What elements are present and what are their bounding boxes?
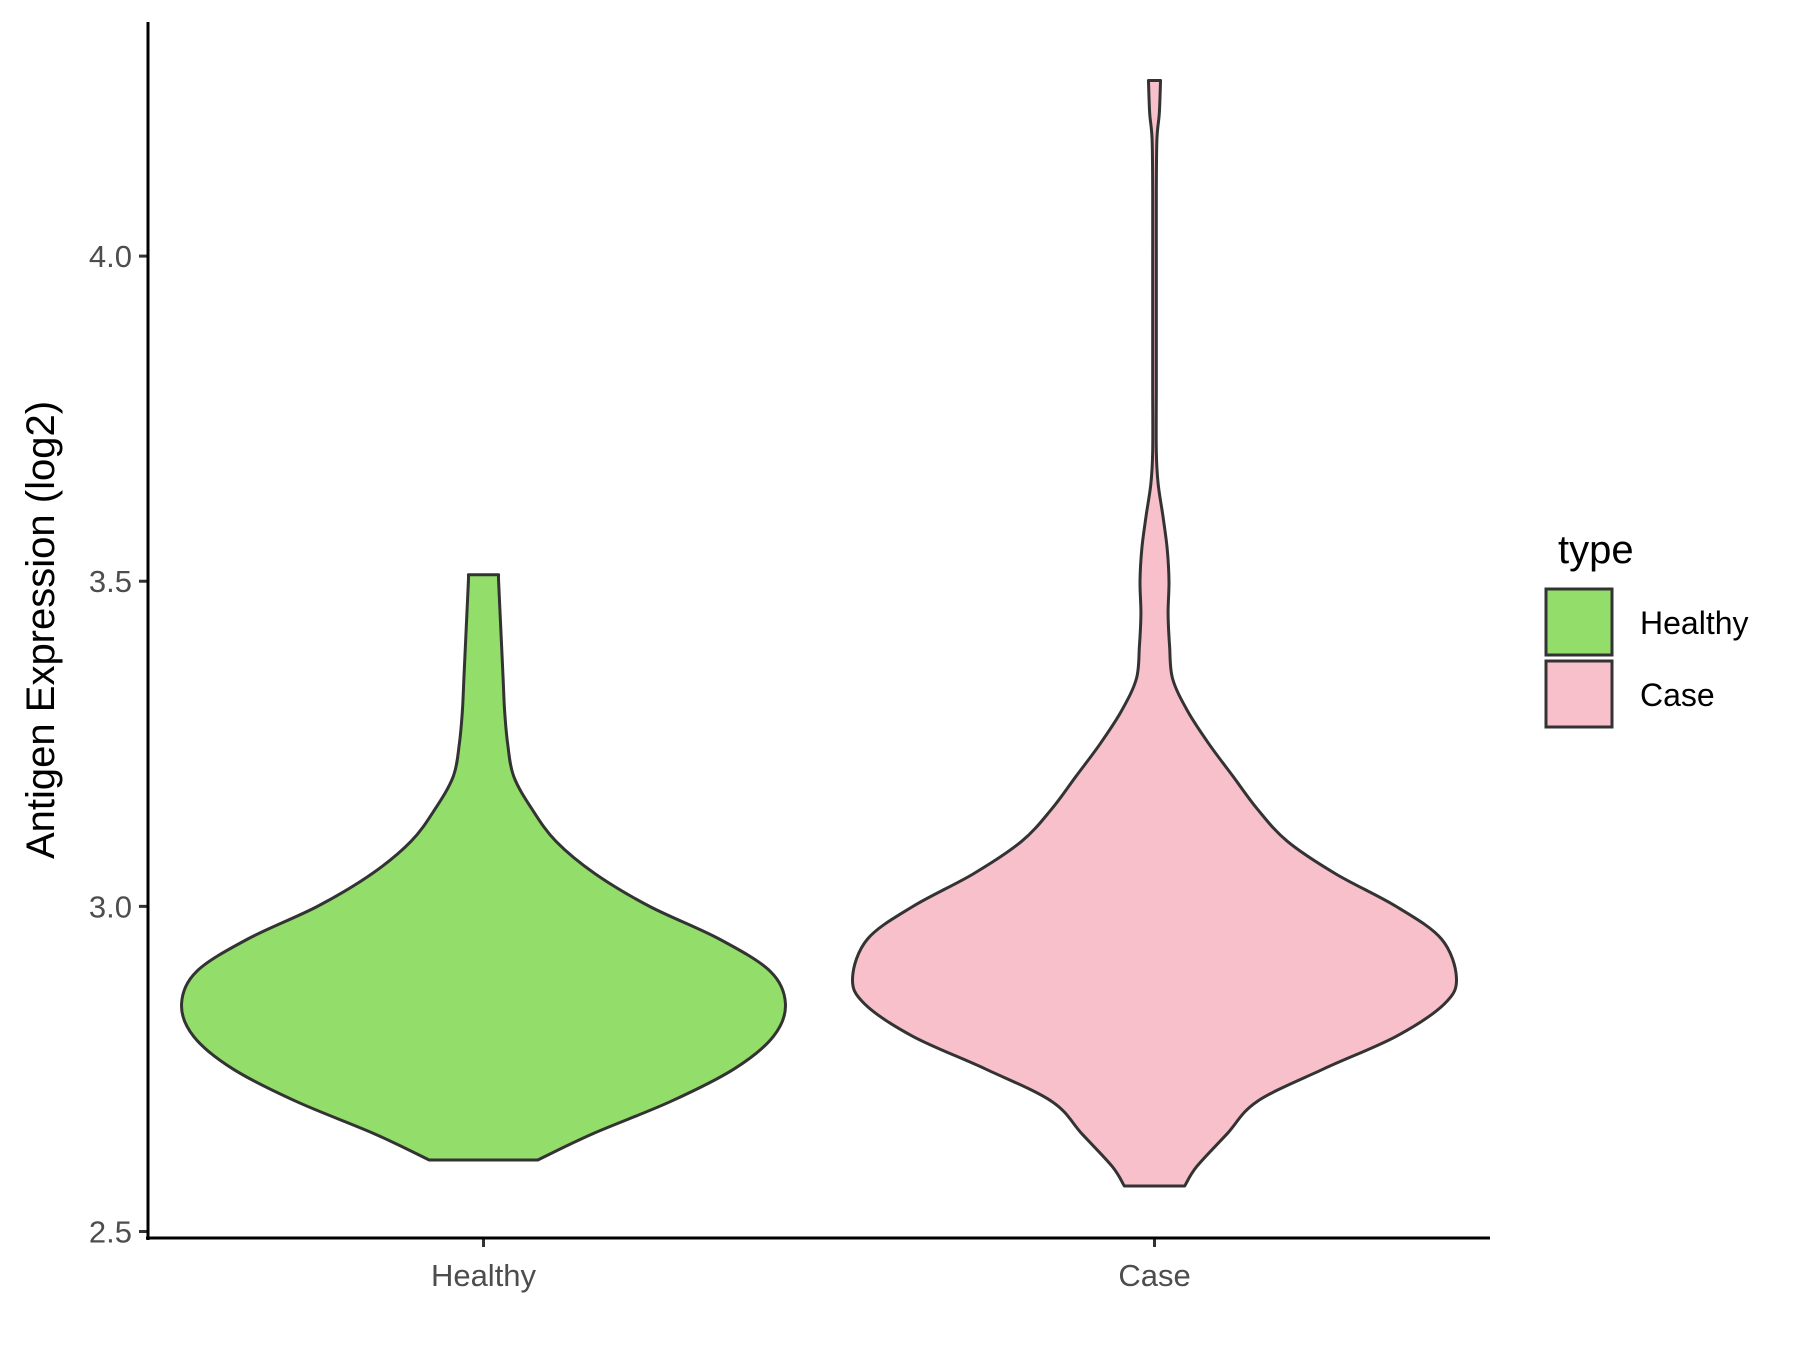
x-axis-ticks: Healthy Case bbox=[431, 1238, 1191, 1293]
y-tick-label: 3.0 bbox=[89, 889, 132, 924]
y-axis-ticks: 2.5 3.0 3.5 4.0 bbox=[89, 239, 148, 1249]
legend-title: type bbox=[1558, 528, 1634, 572]
x-tick-label: Healthy bbox=[431, 1258, 537, 1293]
legend-items: Healthy Case bbox=[1544, 587, 1749, 729]
y-tick-label: 2.5 bbox=[89, 1214, 132, 1249]
violins-layer bbox=[180, 79, 1458, 1188]
x-tick-label: Case bbox=[1118, 1258, 1190, 1293]
y-axis-title: Antigen Expression (log2) bbox=[19, 401, 63, 859]
legend: type Healthy Case bbox=[1544, 528, 1749, 729]
legend-label-healthy: Healthy bbox=[1640, 605, 1749, 641]
legend-swatch-healthy bbox=[1544, 587, 1614, 657]
legend-label-case: Case bbox=[1640, 677, 1715, 713]
y-tick-label: 4.0 bbox=[89, 239, 132, 274]
y-tick-label: 3.5 bbox=[89, 564, 132, 599]
legend-swatch-case bbox=[1544, 659, 1614, 729]
violin-case bbox=[851, 79, 1458, 1188]
violin-healthy bbox=[180, 573, 787, 1162]
